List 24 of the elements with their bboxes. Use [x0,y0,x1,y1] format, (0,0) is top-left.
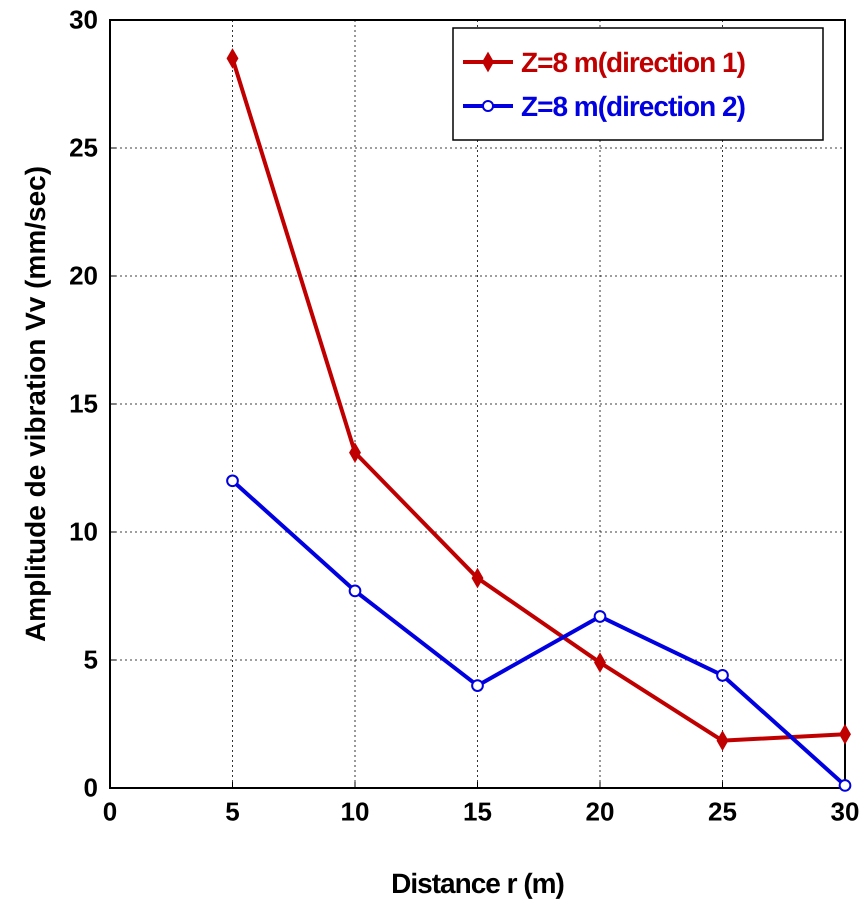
y-tick-label: 20 [69,260,98,290]
y-tick-label: 15 [69,388,98,418]
point [348,584,362,598]
point [226,474,239,488]
x-tick-label: 25 [708,796,737,826]
x-tick-label: 20 [586,796,614,826]
y-tick-label: 5 [84,644,98,674]
x-axis-title: Distance r (m) [391,868,564,899]
y-axis-title: Amplitude de vibration Vv (mm/sec) [20,166,51,642]
x-tick-label: 15 [463,796,492,826]
x-tick-label: 10 [340,796,370,826]
x-tick-label: 0 [102,796,118,826]
y-tick-label: 10 [69,516,98,546]
y-tick-label: 25 [69,132,98,162]
y-tick-label: 0 [84,772,98,802]
y-tick-label: 30 [69,4,98,34]
point [838,779,852,792]
x-tick-label: 5 [225,796,240,826]
point [471,679,484,692]
point [594,610,606,623]
legend-label: Z=8 m(direction 2) [521,91,745,122]
point [716,669,729,682]
x-tick-label: 30 [830,796,860,826]
legend-label: Z=8 m(direction 1) [521,47,745,78]
